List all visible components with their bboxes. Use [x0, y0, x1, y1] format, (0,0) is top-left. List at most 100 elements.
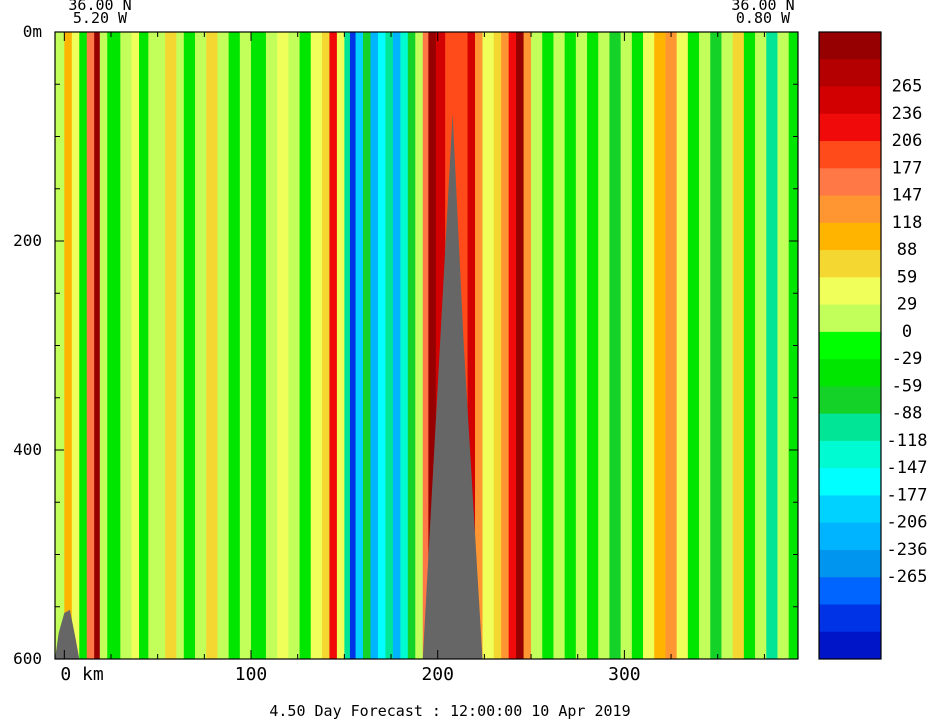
- field-column: [631, 32, 644, 659]
- colorbar-swatch: [819, 413, 881, 442]
- field-column: [148, 32, 166, 659]
- field-column: [482, 32, 495, 659]
- colorbar-label: -177: [887, 485, 928, 505]
- field-column: [467, 32, 476, 659]
- colorbar-label: -59: [892, 376, 923, 396]
- field-column: [79, 32, 88, 659]
- colorbar-swatch: [819, 386, 881, 415]
- field-column: [643, 32, 655, 659]
- field-column: [344, 32, 351, 659]
- field-column: [743, 32, 756, 659]
- field-column: [732, 32, 745, 659]
- colorbar-label: 236: [892, 104, 923, 124]
- field-column: [587, 32, 599, 659]
- field-column: [755, 32, 767, 659]
- field-column: [139, 32, 149, 659]
- colorbar-label: 59: [897, 267, 917, 287]
- colorbar-swatch: [819, 495, 881, 524]
- field-column: [329, 32, 338, 659]
- field-column: [575, 32, 588, 659]
- field-column: [86, 32, 95, 659]
- colorbar-label: 29: [897, 295, 917, 315]
- field-column: [195, 32, 207, 659]
- field-column: [620, 32, 633, 659]
- field-column: [654, 32, 666, 659]
- plot-area: [55, 32, 799, 659]
- colorbar-frame: [818, 31, 882, 660]
- field-column: [415, 32, 424, 659]
- field-column: [131, 32, 140, 659]
- field-column: [107, 32, 121, 659]
- colorbar-swatch: [819, 549, 881, 578]
- field-column: [336, 32, 345, 659]
- field-column: [598, 32, 610, 659]
- field-column: [609, 32, 622, 659]
- colorbar-label: 118: [892, 213, 923, 233]
- topography-landmass: [422, 113, 483, 659]
- colorbar-swatch: [819, 195, 881, 224]
- colorbar-swatch: [819, 168, 881, 197]
- field-column: [385, 32, 394, 659]
- colorbar-swatch: [819, 577, 881, 605]
- field-column: [699, 32, 711, 659]
- colorbar-label: -206: [887, 513, 928, 533]
- colorbar-swatch: [819, 631, 881, 660]
- field-column: [516, 32, 524, 659]
- field-column: [217, 32, 230, 659]
- field-column: [508, 32, 517, 659]
- colorbar-label: -118: [887, 431, 928, 451]
- colorbar-swatch: [819, 522, 881, 551]
- colorbar-label: 147: [892, 186, 923, 206]
- colorbar-swatch: [819, 250, 881, 278]
- field-column: [553, 32, 566, 659]
- field-column: [277, 32, 289, 659]
- field-column: [710, 32, 722, 659]
- field-column: [183, 32, 196, 659]
- colorbar-label: 88: [897, 240, 917, 260]
- y-tick-label: 0m: [23, 22, 42, 41]
- colorbar-labels: 265 236 206 177 147 118 88 59 29 0 -29 -59 -88 -118 -1…: [887, 77, 928, 588]
- field-column: [239, 32, 252, 659]
- field-column: [493, 32, 502, 659]
- field-column: [400, 32, 409, 659]
- field-column: [310, 32, 323, 659]
- y-axis: 0m 200 400 600: [13, 22, 798, 668]
- field-column: [288, 32, 300, 659]
- field-column: [501, 32, 510, 659]
- field-column: [355, 32, 364, 659]
- field-column: [523, 32, 532, 659]
- colorbar-swatch: [819, 222, 881, 251]
- field-column: [665, 32, 678, 659]
- topography-landmass: [55, 609, 80, 659]
- x-tick-label: 0 km: [60, 664, 103, 685]
- x-axis: 0 km 100 200 300: [60, 32, 765, 685]
- field-column: [71, 32, 80, 659]
- field-column: [676, 32, 689, 659]
- field-column: [721, 32, 734, 659]
- field-column: [687, 32, 700, 659]
- colorbar-swatch: [819, 86, 881, 115]
- field-column: [265, 32, 278, 659]
- x-tick-label: 100: [235, 664, 268, 685]
- field-column: [165, 32, 177, 659]
- right-lon-label: 0.80 W: [736, 9, 791, 27]
- left-lat-label: 36.00 N: [68, 0, 131, 14]
- colorbar-label: -265: [887, 567, 928, 587]
- colorbar-label: 0: [902, 322, 912, 342]
- colorbar-swatch: [819, 32, 881, 60]
- y-tick-label: 200: [13, 231, 42, 250]
- field-column: [176, 32, 185, 659]
- field-column: [392, 32, 401, 659]
- colorbar-swatch: [819, 113, 881, 142]
- colorbar-label: 206: [892, 131, 923, 151]
- colorbar-label: -236: [887, 540, 928, 560]
- colorbar-swatch: [819, 468, 881, 496]
- field-column: [422, 32, 429, 659]
- colorbar-label: -147: [887, 458, 928, 478]
- field-column: [531, 32, 543, 659]
- field-column: [370, 32, 379, 659]
- field-column: [564, 32, 577, 659]
- field-column: [321, 32, 330, 659]
- y-tick-label: 600: [13, 649, 42, 668]
- field-column: [349, 32, 356, 659]
